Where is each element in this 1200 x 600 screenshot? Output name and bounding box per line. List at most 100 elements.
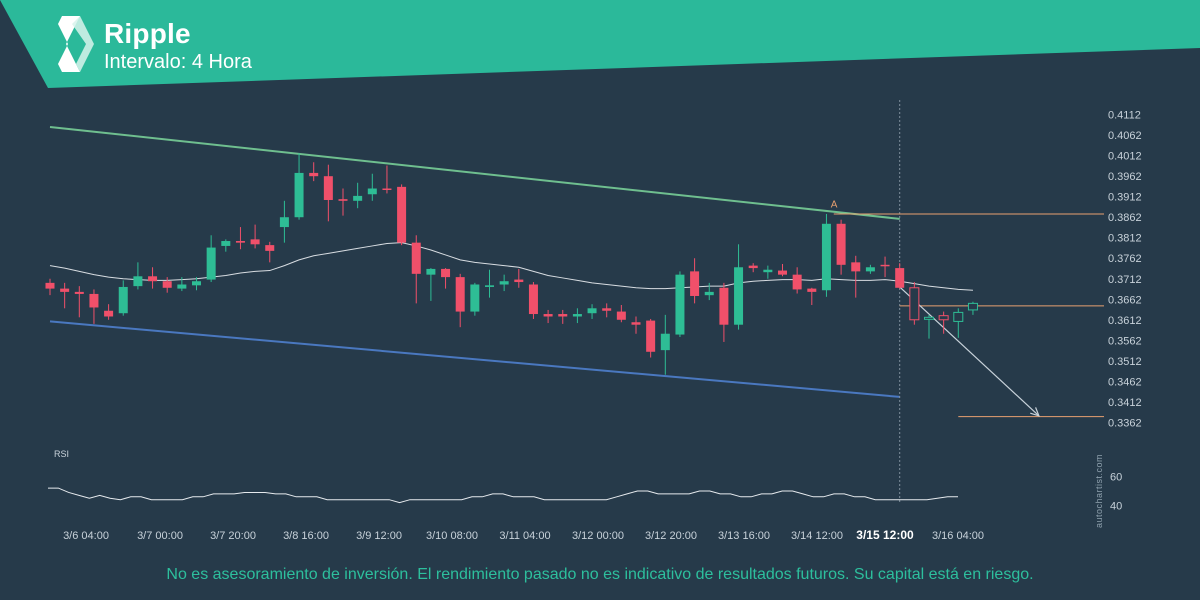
forecast-candle-body [938,315,949,321]
forecast-candles-layer [909,282,978,339]
x-tick-label: 3/7 20:00 [210,530,256,542]
candle [441,268,451,289]
candle [235,227,245,250]
candle-body [250,239,260,245]
candle [807,287,817,306]
forecast-candle [967,301,978,315]
candle-body [836,223,846,265]
candle [74,286,84,318]
candle-body [851,262,861,272]
moving-average-line [49,242,973,291]
candle [499,274,509,292]
rsi-tick-label: 40 [1110,501,1122,513]
candle-body [426,268,436,275]
candle-body [895,268,905,288]
candle-body [865,267,875,272]
forecast-arrow-head-icon [1030,407,1040,417]
candle-body [397,186,407,243]
candle-body [880,264,890,267]
candle-body [294,172,304,218]
candle-body [470,284,480,312]
candle-body [631,322,641,325]
candle-body [353,195,363,201]
candle [177,277,187,292]
pattern-point-label: A [831,199,838,210]
candle [895,263,905,289]
candle [353,182,363,209]
candle-body [792,274,802,290]
forecast-arrow-line [899,286,1040,417]
candle-body [748,265,758,269]
forecast-candle [924,314,934,339]
y-tick-label: 0.3662 [1108,294,1142,306]
candle-body [514,279,524,283]
candle-body [162,281,172,288]
candle-body [60,288,70,292]
candle [675,271,685,338]
x-tick-label: 3/7 00:00 [137,530,183,542]
candle [778,263,787,277]
candle [426,268,436,301]
candle-body [104,310,114,317]
candle-body [206,247,216,280]
forecast-candle [938,311,949,334]
y-tick-label: 0.3512 [1108,356,1142,368]
candle [704,282,714,301]
candle-body [675,274,685,335]
y-tick-label: 0.3912 [1108,192,1142,204]
watermark-text: autochartist.com [1094,453,1104,528]
y-tick-label: 0.3562 [1108,335,1142,347]
x-tick-label: 3/10 08:00 [426,530,478,542]
disclaimer-text: No es asesoramiento de inversión. El ren… [166,566,1034,583]
candle-body [646,320,656,352]
candle [836,219,846,275]
candle [148,267,158,289]
y-tick-label: 0.3862 [1108,212,1142,224]
candle [792,267,802,294]
candle [265,241,275,263]
x-tick-label: 3/8 16:00 [283,530,329,542]
y-tick-label: 0.3962 [1108,171,1142,183]
forecast-candle-body [967,302,978,311]
candle-body [719,287,729,325]
candle-body [455,277,465,312]
candle [543,309,553,324]
candle [309,162,319,182]
candle [382,165,392,194]
candle [514,268,524,288]
candle [60,282,70,309]
y-tick-label: 0.4012 [1108,151,1142,163]
y-tick-label: 0.3462 [1108,376,1142,388]
candle-body [587,308,597,314]
candle [485,269,494,298]
forecast-candle-body [924,316,934,320]
interval-label: Intervalo: 4 Hora [104,51,252,73]
candle [558,309,568,324]
upper-trendline [49,125,900,220]
candle-body [543,314,553,317]
candle-body [807,288,817,292]
candle [397,184,407,246]
y-tick-label: 0.4112 [1108,110,1141,122]
moving-average-layer [49,242,973,291]
x-tick-label: 3/11 04:00 [499,530,550,542]
candle-body [323,176,333,200]
candle [748,263,758,273]
candle [719,282,729,342]
lower-trendline [49,320,900,398]
candle [587,304,597,319]
candle-body [441,268,451,278]
candle-body [192,281,201,286]
candle [690,258,700,304]
candle-body [660,333,670,351]
candle [294,153,304,220]
x-tick-label: 3/6 04:00 [63,530,109,542]
candle [660,314,670,375]
candle-body [528,284,538,315]
candle-body [616,311,626,320]
rsi-panel: RSI 60 40 [48,449,1122,513]
candle [880,256,890,278]
candle-body [704,291,714,296]
x-tick-label: 3/12 20:00 [645,530,697,542]
x-tick-label: 3/16 04:00 [932,530,984,542]
